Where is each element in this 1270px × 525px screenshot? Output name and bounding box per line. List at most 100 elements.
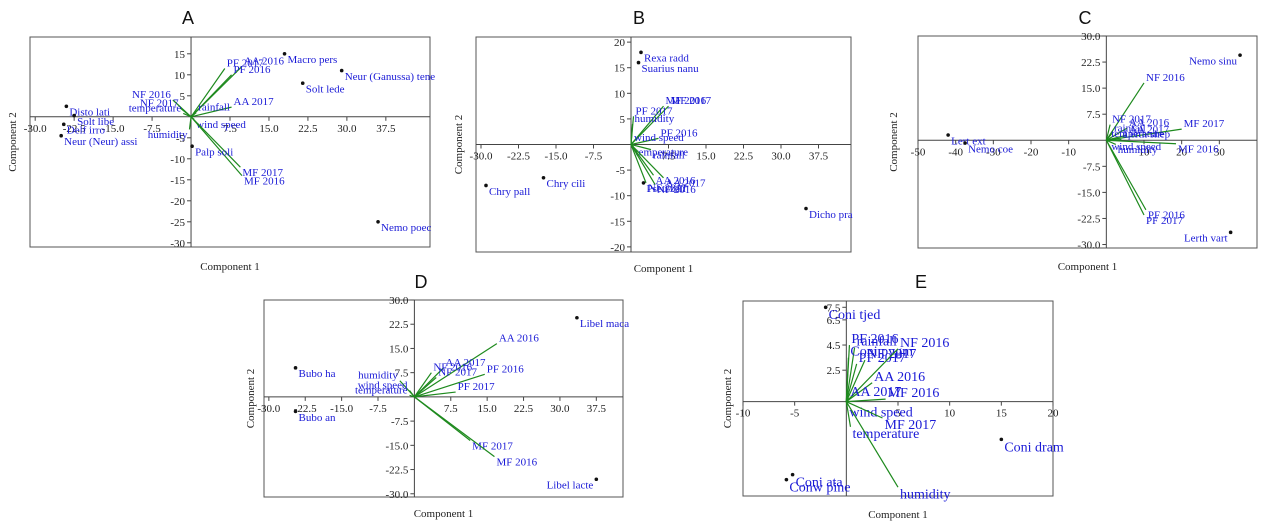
point-label: Lerth vart — [1184, 233, 1228, 245]
x-axis-title: Component 1 — [868, 509, 928, 521]
y-axis-title: Component 2 — [7, 112, 19, 172]
y-tick-label: -5 — [616, 165, 626, 177]
point-label: Solt libe — [77, 116, 114, 128]
vector-label: NF 2016 — [900, 336, 949, 351]
data-point — [484, 183, 488, 188]
data-point — [639, 50, 643, 55]
vector-label: AA 2016 — [244, 55, 285, 67]
y-tick-label: 7.5 — [395, 368, 409, 380]
data-point — [293, 409, 298, 414]
panel-d: -30.0 -22.5 -15.0 -7.5 7.5 15.0 22.5 30.0 37.5 -3… — [245, 272, 629, 520]
vector-label: humidity — [1118, 144, 1158, 156]
y-tick-label: -22.5 — [385, 465, 408, 477]
data-point — [1228, 230, 1233, 235]
vector-line — [845, 357, 849, 402]
y-tick-label: -25 — [170, 217, 185, 229]
plot-frame — [742, 300, 1054, 497]
point-label: Coni ata — [796, 476, 844, 491]
vector-label: temperature — [852, 427, 919, 442]
vector-label: AA 2017 — [1129, 124, 1170, 136]
vector-line — [409, 390, 415, 398]
x-tick-label: 20 — [1048, 408, 1060, 420]
vector-line — [846, 401, 883, 419]
vector-label: NF 2017 — [648, 183, 687, 195]
point-label: Suarius nanu — [642, 63, 700, 75]
y-tick-label: 22.5 — [389, 319, 409, 331]
vector-label: MF 2016 — [244, 175, 285, 187]
vector-label: AA 2017 — [446, 357, 487, 369]
vector-label: MF 2017 — [472, 440, 513, 452]
point-label: Coni dram — [1004, 440, 1064, 455]
x-tick-label: 30 — [1214, 146, 1226, 158]
x-tick-label: -22.5 — [63, 123, 86, 135]
y-tick-label: 7.5 — [1087, 109, 1101, 121]
data-point — [790, 472, 795, 477]
y-tick-label: -20 — [170, 196, 185, 208]
vector-label: wind speed — [196, 119, 246, 131]
vector-label: PF 2016 — [487, 363, 524, 375]
vector-line — [1105, 82, 1145, 141]
x-tick-label: -50 — [911, 146, 926, 158]
vector-label: rainfall — [653, 149, 685, 161]
vector-label: temperature — [1111, 128, 1164, 140]
vector-line — [1106, 139, 1177, 145]
x-tick-label: 7.5 — [223, 123, 237, 135]
x-tick-label: 22.5 — [298, 123, 318, 135]
vector-line — [414, 396, 495, 458]
x-tick-label: -15.0 — [330, 403, 353, 415]
vector-label: MF 2017 — [671, 95, 712, 107]
x-tick-label: -10 — [736, 408, 751, 420]
vector-label: PF 2017 — [636, 105, 673, 117]
vector-label: PF 2016 — [851, 332, 898, 347]
vector-line — [845, 347, 856, 402]
vector-label: AA 2016 — [656, 175, 697, 187]
vector-line — [1106, 127, 1128, 141]
y-tick-label: -30.0 — [385, 489, 408, 501]
y-tick-label: 7.5 — [827, 302, 841, 314]
vector-label: AA 2016 — [499, 333, 540, 345]
x-tick-label: 30.0 — [337, 123, 357, 135]
point-label: Nemo poec — [381, 222, 432, 234]
point-label: Nemo coe — [968, 143, 1013, 155]
data-point — [641, 181, 646, 185]
x-tick-label: -22.5 — [507, 151, 530, 163]
vector-line — [414, 373, 485, 398]
vector-label: PF 2016 — [1148, 210, 1185, 222]
vector-label: rainfall — [198, 102, 230, 114]
x-tick-label: -30.0 — [24, 123, 47, 135]
vector-line — [413, 372, 432, 398]
panel-a: -30.0 -22.5 -15.0 -7.5 7.5 15.0 22.5 30.0 37.5 -3… — [7, 8, 435, 273]
plot-frame — [29, 36, 431, 248]
vector-label: rainfall — [1114, 122, 1146, 134]
vector-line — [630, 144, 656, 185]
vector-line — [845, 401, 852, 427]
x-axis-title: Component 1 — [200, 261, 260, 273]
data-point — [61, 122, 66, 127]
vector-label: PF 2016 — [234, 64, 271, 76]
y-tick-label: 10 — [174, 70, 186, 82]
x-tick-label: -20 — [1024, 146, 1039, 158]
x-tick-label: 5 — [895, 408, 901, 420]
y-tick-label: 20 — [614, 37, 626, 49]
vector-line — [414, 343, 498, 398]
x-tick-label: -22.5 — [294, 403, 317, 415]
point-label: Bubo ha — [299, 368, 336, 380]
vector-line — [1105, 124, 1111, 141]
y-tick-label: 10 — [614, 88, 626, 100]
point-label: Chry cili — [547, 178, 586, 190]
x-tick-label: -15.0 — [102, 123, 125, 135]
point-label: Solt lede — [306, 84, 345, 96]
vector-label: PF 2017 — [1146, 215, 1183, 227]
vector-label: MF 2017 — [242, 167, 283, 179]
panel-b: -30.0 -22.5 -15.0 -7.5 7.5 15.0 22.5 30.0 37.5 -2… — [453, 8, 853, 275]
x-tick-label: 20 — [1176, 146, 1188, 158]
y-tick-label: -7.5 — [391, 416, 409, 428]
vector-label: MF 2016 — [666, 95, 707, 107]
data-point — [300, 81, 305, 85]
x-tick-label: 30.0 — [771, 151, 791, 163]
data-point — [64, 104, 69, 109]
vector-line — [409, 394, 415, 398]
vector-label: wind speed — [358, 379, 408, 391]
point-label: Dicho pra — [809, 209, 853, 221]
